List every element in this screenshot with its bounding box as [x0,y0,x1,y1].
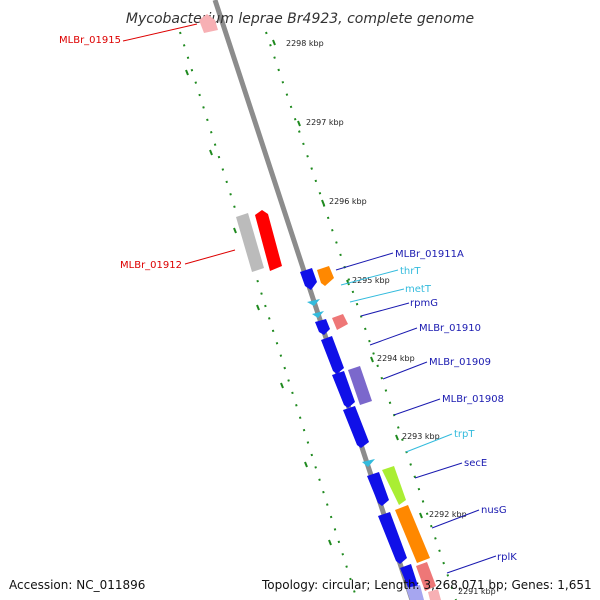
gene-label-mlbr-01912[interactable]: MLBr_01912 [120,260,182,271]
gene-label-mlbr-01909[interactable]: MLBr_01909 [429,357,491,368]
feature-mlbr-01911a[interactable] [317,266,334,286]
feature-sece[interactable] [382,466,406,505]
feature-thrt[interactable] [307,299,320,306]
gene-label-mett[interactable]: metT [405,284,432,295]
gene-label-mlbr-01910[interactable]: MLBr_01910 [419,323,481,334]
gene-label-mlbr-01911a[interactable]: MLBr_01911A [395,249,464,260]
kbp-label-2292: 2292 kbp [429,510,467,519]
gene-label-rplk[interactable]: rplK [497,552,517,563]
kbp-label-2293: 2293 kbp [402,432,440,441]
feature-blue-7[interactable] [406,585,424,600]
feature-mlbr-01909[interactable] [348,366,372,405]
kbp-label-2296: 2296 kbp [329,197,367,206]
gene-label-mlbr-01915[interactable]: MLBr_01915 [59,35,121,46]
gene-label-thrt[interactable]: thrT [400,266,421,277]
accession-text: Accession: NC_011896 [9,578,146,592]
kbp-label-2297: 2297 kbp [306,118,344,127]
feature-mlbr-01908[interactable] [343,406,369,448]
feature-rpmg[interactable] [332,314,348,330]
gene-label-mlbr-01908[interactable]: MLBr_01908 [442,394,504,405]
feature-trpt[interactable] [362,459,375,467]
feature-next-gene[interactable] [428,589,441,600]
genome-summary-text: Topology: circular; Length: 3,268,071 bp… [262,578,592,592]
feature-nusg[interactable] [395,505,430,563]
feature-mlbr-01912-neighbor[interactable] [236,213,264,272]
gene-label-nusg[interactable]: nusG [481,505,507,516]
feature-blue-3[interactable] [332,371,355,408]
feature-mett[interactable] [312,311,324,318]
feature-rplk[interactable] [416,562,436,591]
feature-blue-5[interactable] [378,512,407,564]
gene-label-sece[interactable]: secE [464,458,487,469]
genome-backbone [212,0,415,600]
inner-tick-track [179,31,358,600]
feature-blue-2[interactable] [321,336,344,374]
major-ticks [185,39,423,546]
map-title: Mycobacterium leprae Br4923, complete ge… [126,11,474,27]
kbp-label-2298: 2298 kbp [286,39,324,48]
feature-blue-4[interactable] [367,472,389,506]
feature-mlbr-01912[interactable] [255,210,282,271]
feature-blue-1[interactable] [300,268,317,290]
kbp-label-2295: 2295 kbp [352,276,390,285]
feature-mlbr-01915[interactable] [199,14,218,33]
gene-label-rpmg[interactable]: rpmG [410,298,438,309]
feature-mlbr-01910[interactable] [315,319,330,335]
label-leader-lines [122,23,497,574]
kbp-label-2291: 2291 kbp [458,587,496,596]
kbp-label-2294: 2294 kbp [377,354,415,363]
gene-label-trpt[interactable]: trpT [454,429,475,440]
